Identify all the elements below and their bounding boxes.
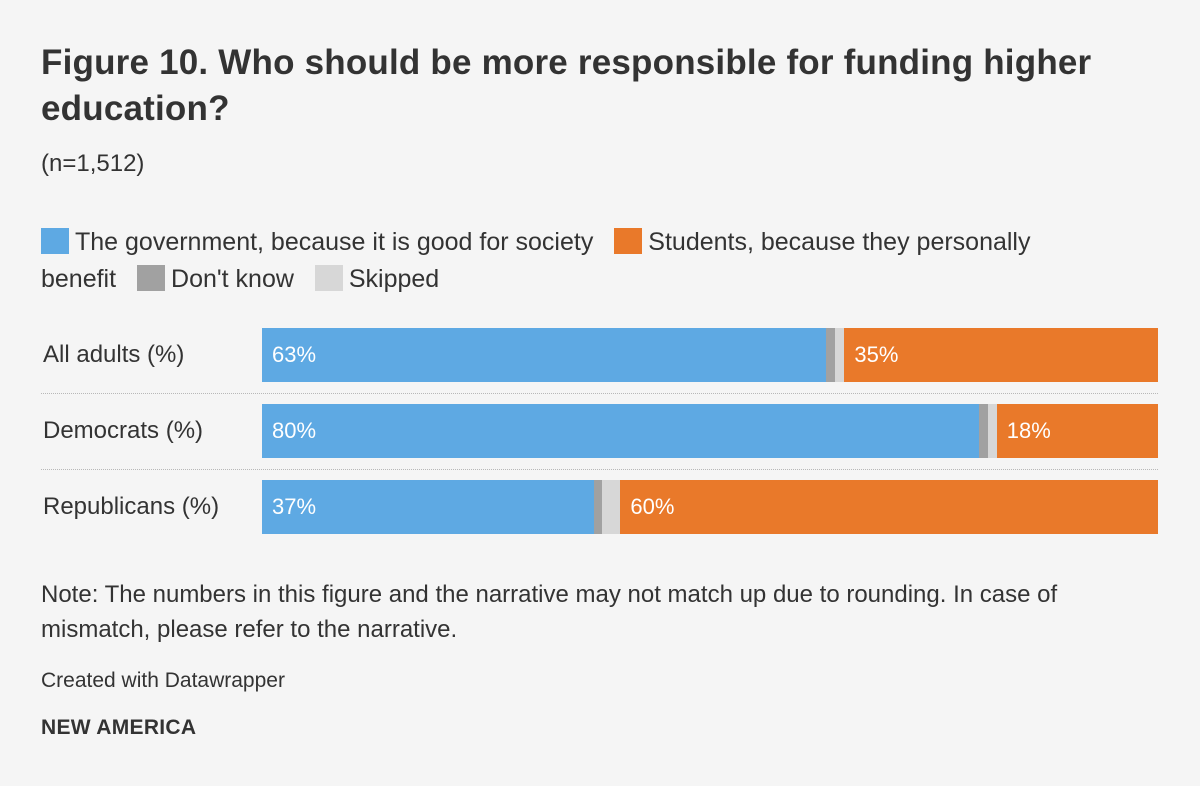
legend-swatch-dont-know xyxy=(137,265,166,291)
data-label: 18% xyxy=(1006,418,1051,443)
legend-label-government: The government, because it is good for s… xyxy=(75,228,594,256)
data-label: 63% xyxy=(272,342,317,367)
data-label: 60% xyxy=(630,494,675,519)
bar-segment-government: 63% xyxy=(262,328,827,382)
chart-title: Figure 10. Who should be more responsibl… xyxy=(41,43,1092,128)
data-label: 80% xyxy=(272,418,317,443)
bar-segment-dont-know xyxy=(978,404,988,458)
data-label: 37% xyxy=(272,494,317,519)
legend-label-skipped: Skipped xyxy=(348,265,440,293)
legend-swatch-students xyxy=(614,228,643,254)
bar-segment-students: 35% xyxy=(844,328,1158,382)
bar-row: 63% 35% xyxy=(262,328,1158,382)
bar-segment-government: 80% xyxy=(262,404,979,458)
legend-label-students: Students, because they personally benefi… xyxy=(41,228,1031,293)
bar-segment-skipped xyxy=(835,328,845,382)
chart-subtitle: (n=1,512) xyxy=(41,150,145,177)
category-label: Democrats (%) xyxy=(43,417,204,444)
chart-legend: The government, because it is good for s… xyxy=(41,224,1121,298)
bar-row: 37% 60% xyxy=(262,480,1158,534)
credit-text: Created with Datawrapper xyxy=(41,669,285,692)
bar-segment-skipped xyxy=(602,480,621,534)
bar-segment-government: 37% xyxy=(262,480,594,534)
legend-label-dont-know: Don't know xyxy=(171,265,294,293)
bar-segment-students: 18% xyxy=(996,404,1158,458)
category-label: Republicans (%) xyxy=(43,493,220,520)
row-divider xyxy=(41,393,1158,394)
legend-item-skipped: Skipped xyxy=(314,265,440,293)
legend-item-dont-know: Don't know xyxy=(137,265,294,293)
bar-segment-students: 60% xyxy=(620,480,1158,534)
data-label: 35% xyxy=(854,342,899,367)
chart-note: Note: The numbers in this figure and the… xyxy=(41,581,1058,643)
legend-item-students: Students, because they personally benefi… xyxy=(41,228,1031,293)
bar-row: 80% 18% xyxy=(262,404,1158,458)
bar-segment-dont-know xyxy=(593,480,603,534)
category-label: All adults (%) xyxy=(43,341,185,368)
legend-swatch-government xyxy=(41,228,69,254)
bar-segment-skipped xyxy=(987,404,997,458)
legend-swatch-skipped xyxy=(314,265,343,291)
legend-item-government: The government, because it is good for s… xyxy=(41,228,593,256)
row-divider xyxy=(41,469,1158,470)
bar-segment-dont-know xyxy=(826,328,836,382)
brand-logo-text: NEW AMERICA xyxy=(41,716,197,739)
